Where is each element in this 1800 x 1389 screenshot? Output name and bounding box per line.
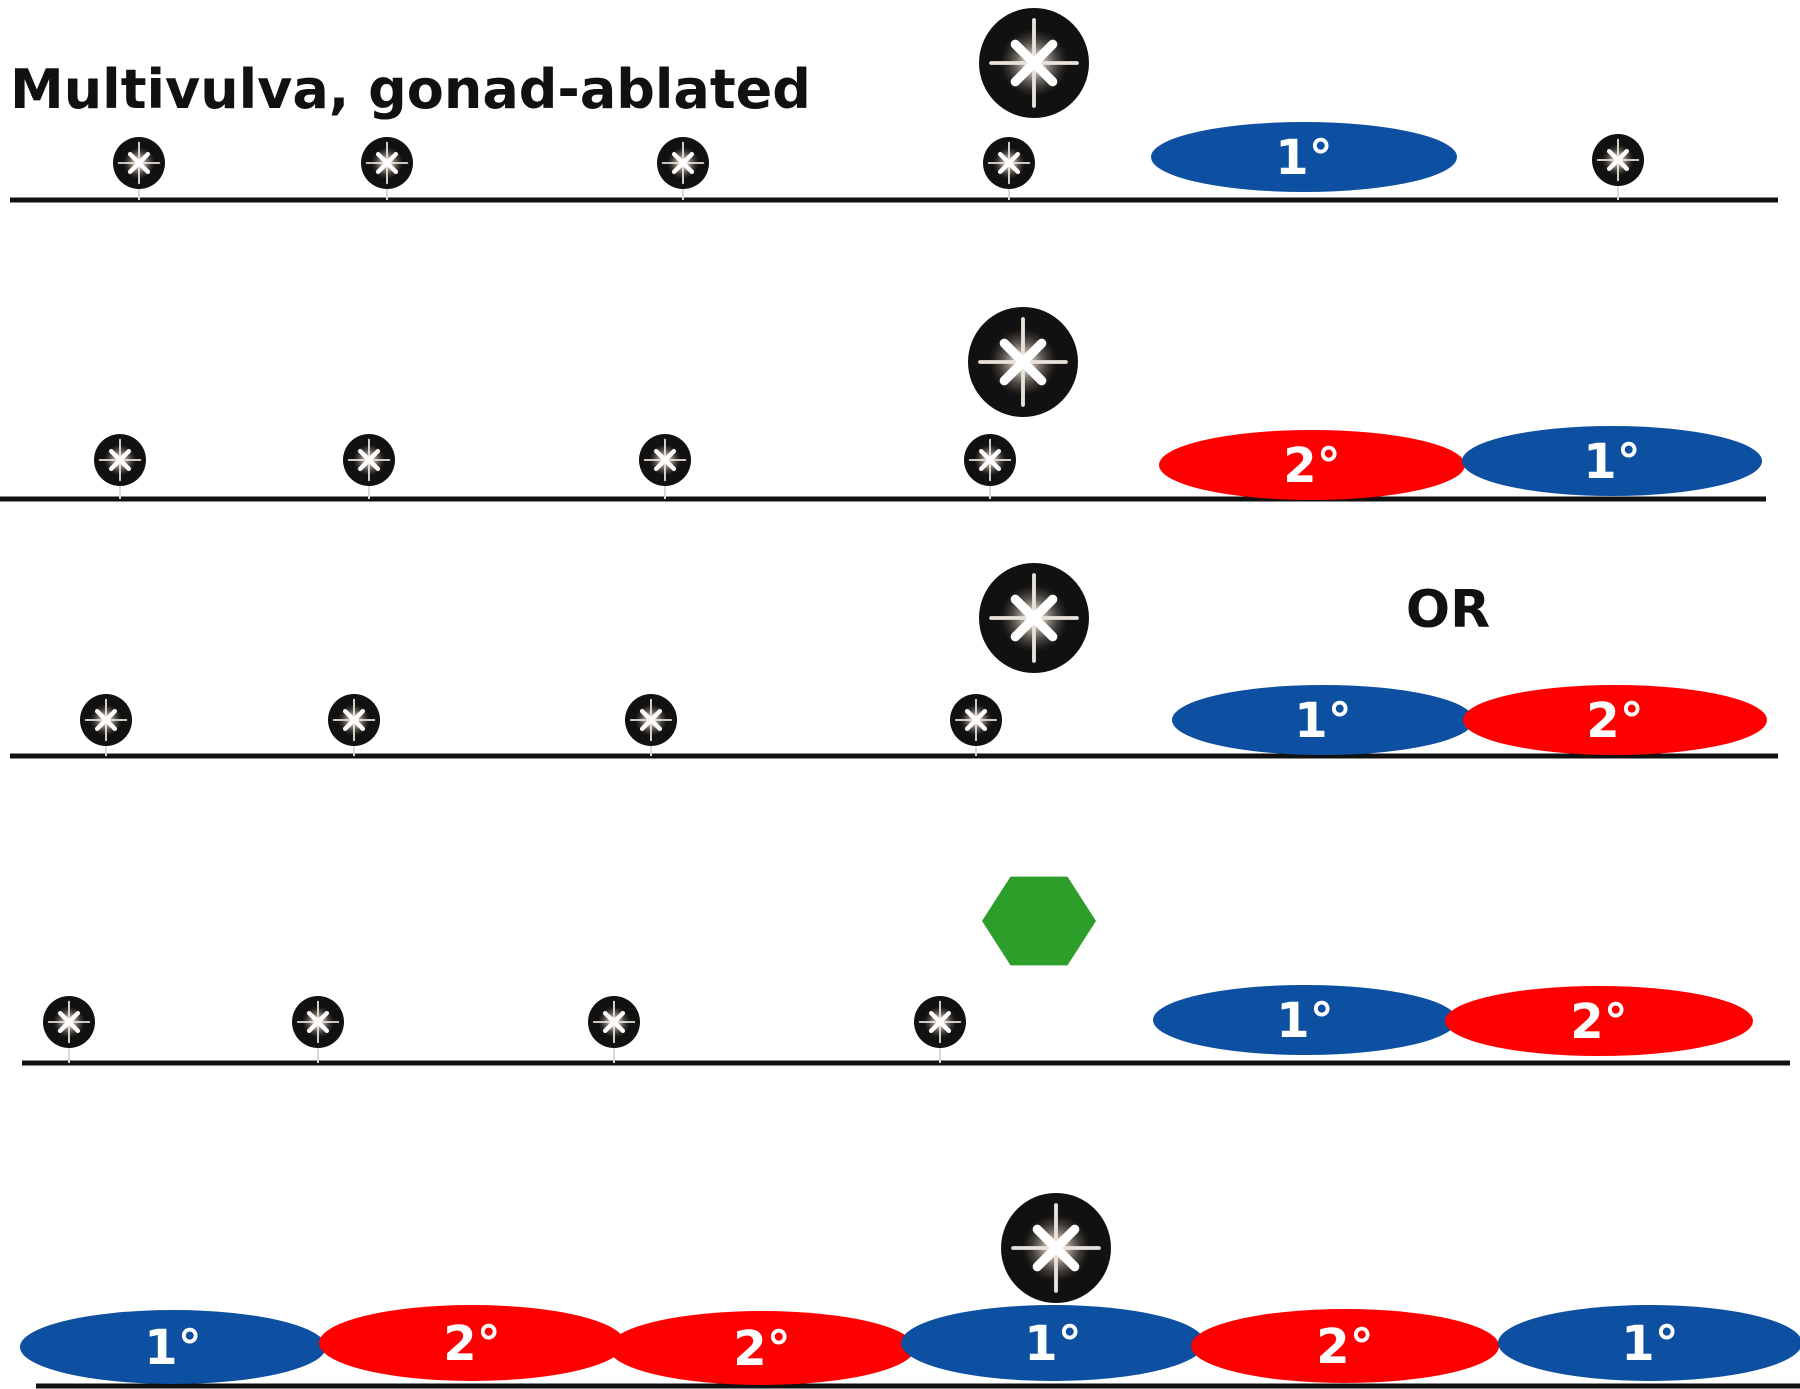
row-3: 1° 2° — [10, 563, 1778, 759]
anchor-cell-icon — [968, 307, 1078, 417]
primary-fate-cell: 1° — [1498, 1305, 1800, 1381]
precursor-cell-icon — [625, 694, 677, 746]
precursor-cell-icon — [983, 137, 1035, 189]
row-4: 1° 2° — [22, 876, 1790, 1066]
precursor-cell-icon — [113, 137, 165, 189]
fate-label: 2° — [443, 1316, 500, 1372]
primary-fate-cell: 1° — [901, 1305, 1205, 1381]
precursor-cell-icon — [343, 434, 395, 486]
fate-label: 2° — [1316, 1319, 1373, 1375]
anchor-cell-icon — [1001, 1193, 1111, 1303]
primary-fate-cell: 1° — [1153, 985, 1457, 1055]
primary-fate-cell: 1° — [1151, 122, 1457, 192]
fate-label: 1° — [1621, 1316, 1678, 1372]
precursor-cell-icon — [964, 434, 1016, 486]
fate-label: 1° — [1276, 993, 1333, 1049]
secondary-fate-cell: 2° — [609, 1311, 915, 1385]
precursor-cell-icon — [588, 996, 640, 1048]
secondary-fate-cell: 2° — [319, 1305, 625, 1381]
precursor-cell-icon — [328, 694, 380, 746]
precursor-cell-icon — [361, 137, 413, 189]
green-hexagon-icon — [982, 876, 1096, 966]
precursor-cell-icon — [1592, 134, 1644, 186]
primary-fate-cell: 1° — [1462, 426, 1762, 496]
precursor-cell-icon — [914, 996, 966, 1048]
fate-label: 1° — [1024, 1316, 1081, 1372]
fate-label: 2° — [1570, 994, 1627, 1050]
anchor-cell-icon — [979, 8, 1089, 118]
precursor-cell-icon — [657, 137, 709, 189]
row-1: 1° — [10, 8, 1778, 203]
row-2: 2° 1° — [0, 307, 1766, 502]
anchor-cell-icon — [979, 563, 1089, 673]
fate-label: 1° — [144, 1320, 201, 1376]
precursor-cell-icon — [950, 694, 1002, 746]
secondary-fate-cell: 2° — [1463, 685, 1767, 755]
fate-label: 1° — [1275, 130, 1332, 186]
fate-label: 2° — [1586, 693, 1643, 749]
fate-label: 2° — [733, 1321, 790, 1377]
or-label: OR — [1406, 580, 1490, 640]
fate-label: 1° — [1583, 434, 1640, 490]
secondary-fate-cell: 2° — [1191, 1309, 1499, 1383]
precursor-cell-icon — [94, 434, 146, 486]
precursor-cell-icon — [43, 996, 95, 1048]
primary-fate-cell: 1° — [20, 1310, 326, 1384]
secondary-fate-cell: 2° — [1445, 986, 1753, 1056]
precursor-cell-icon — [292, 996, 344, 1048]
diagram-title: Multivulva, gonad-ablated — [10, 58, 811, 121]
row-5: 1° 2° 2° 1° 2° 1° — [20, 1193, 1800, 1389]
secondary-fate-cell: 2° — [1159, 430, 1465, 500]
primary-fate-cell: 1° — [1172, 685, 1474, 755]
fate-label: 1° — [1294, 693, 1351, 749]
precursor-cell-icon — [639, 434, 691, 486]
fate-label: 2° — [1283, 438, 1340, 494]
precursor-cell-icon — [80, 694, 132, 746]
